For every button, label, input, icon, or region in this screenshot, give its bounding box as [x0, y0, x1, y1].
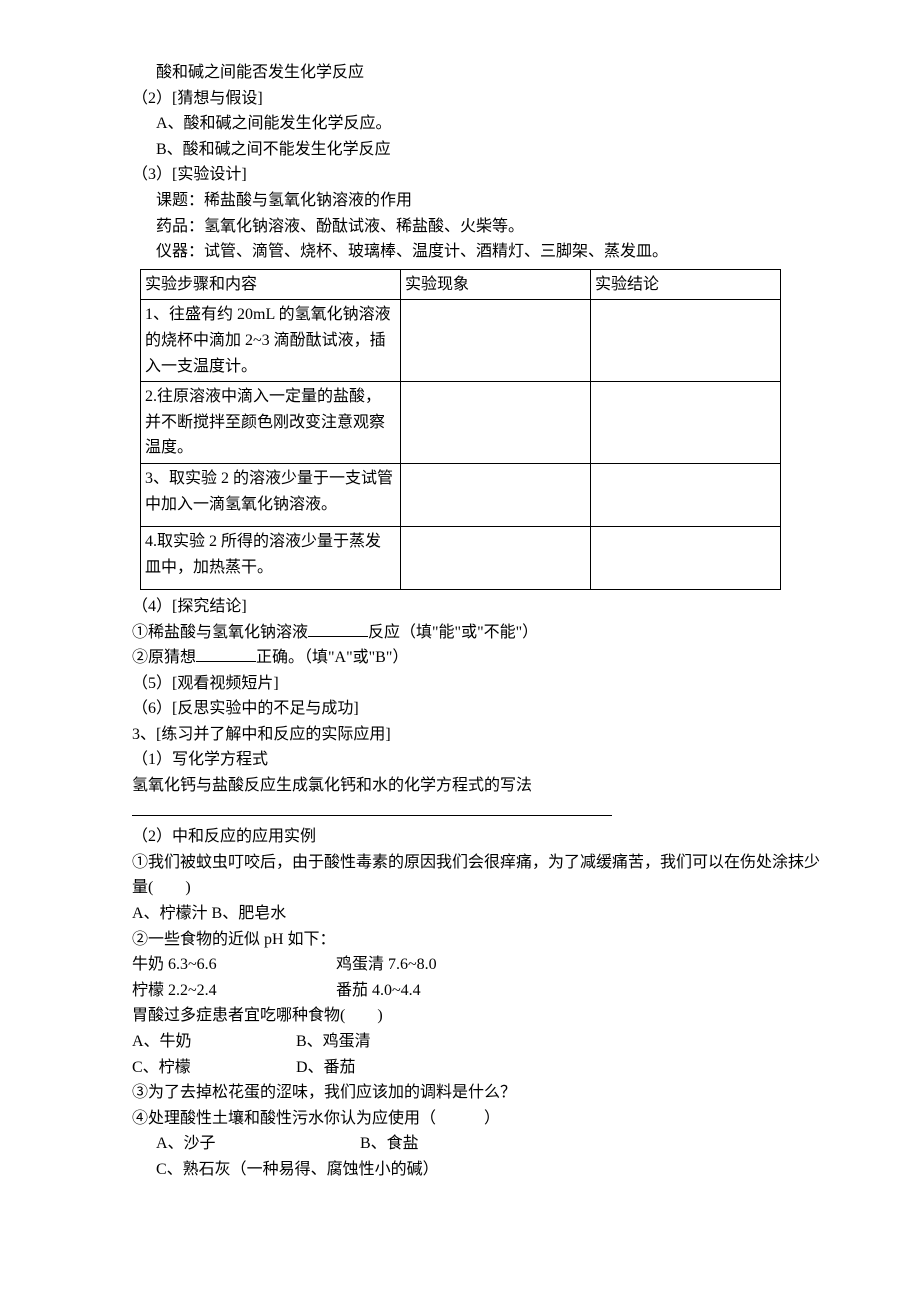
question-2-head: ②一些食物的近似 pH 如下： [100, 927, 820, 953]
q4-option-a: A、沙子 [156, 1131, 356, 1157]
ph-milk: 牛奶 6.3~6.6 [132, 952, 332, 978]
q2-option-d: D、番茄 [296, 1055, 356, 1081]
q4-option-b: B、食盐 [360, 1131, 419, 1157]
fill-blank[interactable] [196, 645, 256, 662]
hypothesis-a: A、酸和碱之间能发生化学反应。 [100, 111, 820, 137]
table-header: 实验步骤和内容 [141, 269, 401, 300]
table-row: 4.取实验 2 所得的溶液少量于蒸发皿中，加热蒸干。 [141, 526, 781, 589]
question-2-options-row-1: A、牛奶 B、鸡蛋清 [100, 1029, 820, 1055]
section-2-head: （2）[猜想与假设] [100, 86, 820, 112]
applications-head: （2）中和反应的应用实例 [100, 824, 820, 850]
question-2-options-row-2: C、柠檬 D、番茄 [100, 1055, 820, 1081]
equation-head: （1）写化学方程式 [100, 747, 820, 773]
phenomenon-cell [401, 526, 591, 589]
ph-tomato: 番茄 4.0~4.4 [336, 978, 421, 1004]
conclusion-cell [591, 382, 781, 464]
conclusion-cell [591, 526, 781, 589]
experiment-table: 实验步骤和内容 实验现象 实验结论 1、往盛有约 20mL 的氢氧化钠溶液的烧杯… [140, 269, 781, 590]
fill-blank-long[interactable] [132, 799, 612, 816]
ph-lemon: 柠檬 2.2~2.4 [132, 978, 332, 1004]
equation-blank-line [100, 799, 820, 825]
conclusion-1-pre: ①稀盐酸与氢氧化钠溶液 [132, 624, 308, 641]
step-cell: 2.往原溶液中滴入一定量的盐酸，并不断搅拌至颜色刚改变注意观察温度。 [141, 382, 401, 464]
conclusion-line-1: ①稀盐酸与氢氧化钠溶液 反应（填"能"或"不能"） [100, 620, 820, 646]
table-row: 3、取实验 2 的溶液少量于一支试管中加入一滴氢氧化钠溶液。 [141, 463, 781, 526]
ph-eggwhite: 鸡蛋清 7.6~8.0 [336, 952, 437, 978]
hypothesis-b: B、酸和碱之间不能发生化学反应 [100, 137, 820, 163]
equation-prompt: 氢氧化钙与盐酸反应生成氯化钙和水的化学方程式的写法 [100, 773, 820, 799]
table-row: 2.往原溶液中滴入一定量的盐酸，并不断搅拌至颜色刚改变注意观察温度。 [141, 382, 781, 464]
table-header-row: 实验步骤和内容 实验现象 实验结论 [141, 269, 781, 300]
page: 酸和碱之间能否发生化学反应 （2）[猜想与假设] A、酸和碱之间能发生化学反应。… [50, 0, 870, 1243]
conclusion-line-2: ②原猜想 正确。（填"A"或"B"） [100, 645, 820, 671]
ph-row-1: 牛奶 6.3~6.6 鸡蛋清 7.6~8.0 [100, 952, 820, 978]
conclusion-2-pre: ②原猜想 [132, 649, 196, 666]
question-3: ③为了去掉松花蛋的涩味，我们应该加的调料是什么？ [100, 1080, 820, 1106]
experiment-tools: 仪器：试管、滴管、烧杯、玻璃棒、温度计、酒精灯、三脚架、蒸发皿。 [100, 239, 820, 265]
q4-option-c: C、熟石灰（一种易得、腐蚀性小的碱） [100, 1157, 820, 1183]
fill-blank[interactable] [308, 620, 368, 637]
table-header: 实验结论 [591, 269, 781, 300]
table-header: 实验现象 [401, 269, 591, 300]
question-2-prompt: 胃酸过多症患者宜吃哪种食物( ) [100, 1003, 820, 1029]
question-4-options-row-1: A、沙子 B、食盐 [100, 1131, 820, 1157]
step-cell: 1、往盛有约 20mL 的氢氧化钠溶液的烧杯中滴加 2~3 滴酚酞试液，插入一支… [141, 300, 401, 382]
q2-option-c: C、柠檬 [132, 1055, 292, 1081]
table-row: 1、往盛有约 20mL 的氢氧化钠溶液的烧杯中滴加 2~3 滴酚酞试液，插入一支… [141, 300, 781, 382]
question-4: ④处理酸性土壤和酸性污水你认为应使用（ ） [100, 1106, 820, 1132]
section-6: （6）[反思实验中的不足与成功] [100, 696, 820, 722]
conclusion-1-post: 反应（填"能"或"不能"） [368, 624, 538, 641]
phenomenon-cell [401, 300, 591, 382]
step-cell: 3、取实验 2 的溶液少量于一支试管中加入一滴氢氧化钠溶液。 [141, 463, 401, 526]
question-1-options: A、柠檬汁 B、肥皂水 [100, 901, 820, 927]
question-1: ①我们被蚊虫叮咬后，由于酸性毒素的原因我们会很痒痛，为了减缓痛苦，我们可以在伤处… [100, 850, 820, 901]
part3-head: 3、[练习并了解中和反应的实际应用] [100, 722, 820, 748]
phenomenon-cell [401, 382, 591, 464]
conclusion-cell [591, 463, 781, 526]
section-5: （5）[观看视频短片] [100, 671, 820, 697]
experiment-drugs: 药品：氢氧化钠溶液、酚酞试液、稀盐酸、火柴等。 [100, 214, 820, 240]
conclusion-2-post: 正确。（填"A"或"B"） [256, 649, 408, 666]
ph-row-2: 柠檬 2.2~2.4 番茄 4.0~4.4 [100, 978, 820, 1004]
phenomenon-cell [401, 463, 591, 526]
section-3-head: （3）[实验设计] [100, 162, 820, 188]
section-4-head: （4）[探究结论] [100, 594, 820, 620]
conclusion-cell [591, 300, 781, 382]
experiment-topic: 课题：稀盐酸与氢氧化钠溶液的作用 [100, 188, 820, 214]
intro-first-line: 酸和碱之间能否发生化学反应 [100, 60, 820, 86]
q2-option-b: B、鸡蛋清 [296, 1029, 371, 1055]
q2-option-a: A、牛奶 [132, 1029, 292, 1055]
step-cell: 4.取实验 2 所得的溶液少量于蒸发皿中，加热蒸干。 [141, 526, 401, 589]
